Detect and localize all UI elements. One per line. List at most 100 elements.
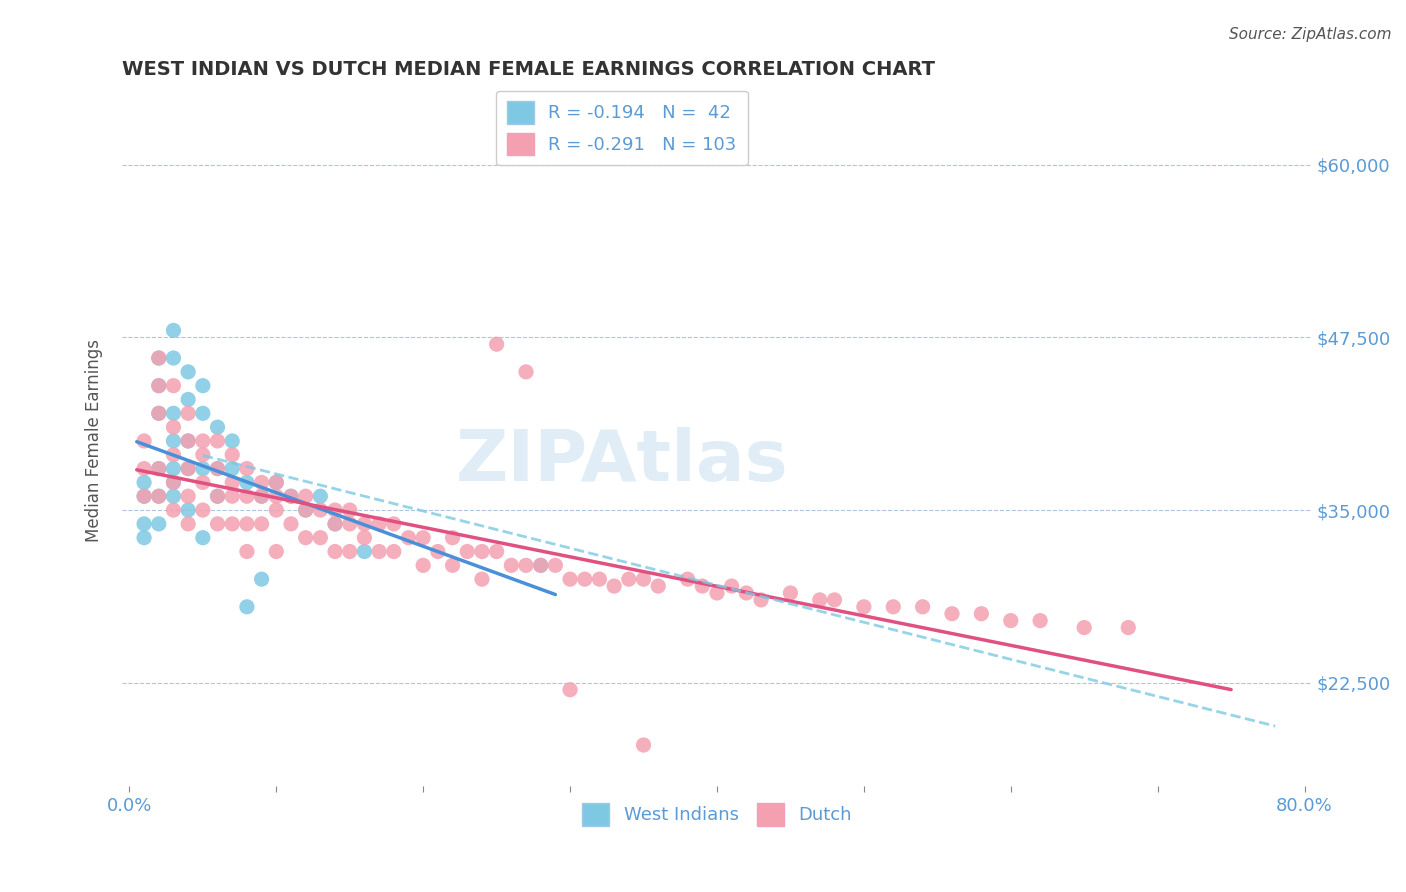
Point xyxy=(148,378,170,392)
Point xyxy=(471,544,494,558)
Point xyxy=(368,544,391,558)
Point xyxy=(294,503,316,517)
Point xyxy=(735,586,758,600)
Point xyxy=(266,503,288,517)
Point xyxy=(162,406,184,420)
Text: ZIPAtlas: ZIPAtlas xyxy=(456,427,789,496)
Point xyxy=(132,489,155,503)
Point xyxy=(412,558,434,573)
Point xyxy=(132,475,155,490)
Point xyxy=(191,448,214,462)
Point xyxy=(633,572,655,586)
Point xyxy=(132,516,155,531)
Point xyxy=(191,434,214,448)
Point xyxy=(148,489,170,503)
Point xyxy=(280,489,302,503)
Y-axis label: Median Female Earnings: Median Female Earnings xyxy=(86,340,103,542)
Point xyxy=(236,599,259,614)
Point xyxy=(132,434,155,448)
Text: Source: ZipAtlas.com: Source: ZipAtlas.com xyxy=(1229,27,1392,42)
Point xyxy=(412,531,434,545)
Point xyxy=(177,461,200,475)
Point xyxy=(148,489,170,503)
Point xyxy=(558,682,581,697)
Point xyxy=(690,579,713,593)
Point xyxy=(633,738,655,752)
Point xyxy=(236,516,259,531)
Point xyxy=(323,503,346,517)
Point xyxy=(1116,621,1139,635)
Point xyxy=(191,503,214,517)
Point xyxy=(162,448,184,462)
Point xyxy=(339,503,361,517)
Point xyxy=(471,572,494,586)
Point xyxy=(294,531,316,545)
Point xyxy=(250,489,273,503)
Point xyxy=(339,544,361,558)
Point xyxy=(221,516,243,531)
Point xyxy=(162,489,184,503)
Point xyxy=(266,475,288,490)
Point xyxy=(339,516,361,531)
Point xyxy=(162,378,184,392)
Point xyxy=(221,434,243,448)
Point xyxy=(221,475,243,490)
Point xyxy=(207,461,229,475)
Point xyxy=(177,489,200,503)
Point xyxy=(207,461,229,475)
Point xyxy=(911,599,934,614)
Point xyxy=(148,461,170,475)
Point xyxy=(676,572,699,586)
Point xyxy=(236,475,259,490)
Point xyxy=(603,579,626,593)
Point xyxy=(456,544,478,558)
Point xyxy=(148,378,170,392)
Point xyxy=(808,593,831,607)
Point xyxy=(191,531,214,545)
Point xyxy=(162,475,184,490)
Point xyxy=(382,544,405,558)
Point xyxy=(221,489,243,503)
Point xyxy=(485,337,508,351)
Point xyxy=(706,586,728,600)
Point xyxy=(132,489,155,503)
Point xyxy=(515,558,537,573)
Point xyxy=(221,461,243,475)
Point xyxy=(162,461,184,475)
Point xyxy=(544,558,567,573)
Point xyxy=(148,461,170,475)
Point xyxy=(207,489,229,503)
Point xyxy=(294,489,316,503)
Point xyxy=(250,475,273,490)
Text: WEST INDIAN VS DUTCH MEDIAN FEMALE EARNINGS CORRELATION CHART: WEST INDIAN VS DUTCH MEDIAN FEMALE EARNI… xyxy=(122,60,935,78)
Point xyxy=(588,572,610,586)
Point xyxy=(353,516,375,531)
Point xyxy=(177,392,200,407)
Point xyxy=(162,503,184,517)
Point xyxy=(280,516,302,531)
Legend: West Indians, Dutch: West Indians, Dutch xyxy=(575,797,859,833)
Point xyxy=(1000,614,1022,628)
Point xyxy=(294,503,316,517)
Point xyxy=(177,434,200,448)
Point xyxy=(558,572,581,586)
Point xyxy=(353,544,375,558)
Point xyxy=(530,558,553,573)
Point xyxy=(749,593,772,607)
Point xyxy=(309,503,332,517)
Point xyxy=(250,489,273,503)
Point xyxy=(353,531,375,545)
Point xyxy=(441,558,464,573)
Point xyxy=(148,406,170,420)
Point xyxy=(148,351,170,365)
Point xyxy=(162,351,184,365)
Point xyxy=(515,365,537,379)
Point xyxy=(236,544,259,558)
Point xyxy=(574,572,596,586)
Point xyxy=(177,516,200,531)
Point xyxy=(647,579,669,593)
Point xyxy=(148,351,170,365)
Point xyxy=(177,461,200,475)
Point xyxy=(617,572,640,586)
Point xyxy=(266,475,288,490)
